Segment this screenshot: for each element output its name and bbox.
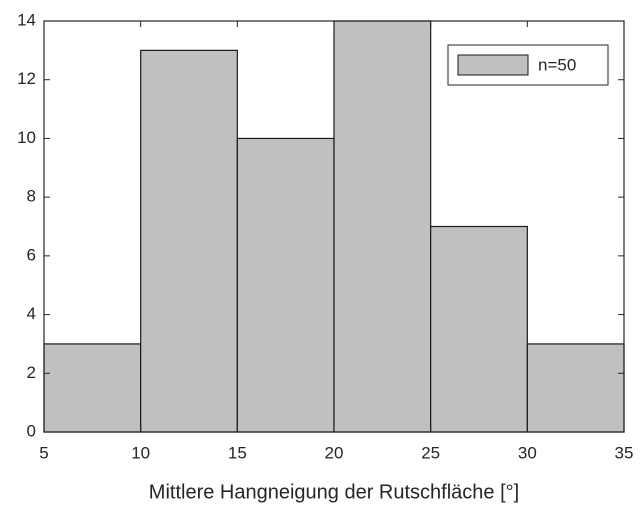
legend-swatch: [457, 54, 529, 76]
bar: [430, 225, 528, 433]
y-tick-label: 10: [17, 128, 36, 147]
x-tick-label: 10: [131, 443, 150, 462]
y-tick-label: 6: [27, 245, 36, 264]
bar: [43, 343, 142, 433]
x-tick-label: 15: [228, 443, 247, 462]
x-tick-label: 20: [325, 443, 344, 462]
x-tick-label: 35: [615, 443, 634, 462]
bar: [333, 20, 432, 433]
x-tick-label: 25: [421, 443, 440, 462]
y-tick-label: 8: [27, 187, 36, 206]
bar: [526, 343, 625, 433]
legend-label: n=50: [538, 55, 576, 74]
x-tick-label: 30: [518, 443, 537, 462]
y-tick-label: 12: [17, 69, 36, 88]
y-tick-label: 0: [27, 421, 36, 440]
x-axis-label: Mittlere Hangneigung der Rutschfläche [°…: [149, 481, 519, 503]
bar: [236, 137, 335, 433]
bar: [140, 49, 238, 433]
y-tick-label: 4: [27, 304, 36, 323]
y-tick-label: 14: [17, 10, 36, 29]
x-tick-label: 5: [39, 443, 48, 462]
y-tick-label: 2: [27, 363, 36, 382]
